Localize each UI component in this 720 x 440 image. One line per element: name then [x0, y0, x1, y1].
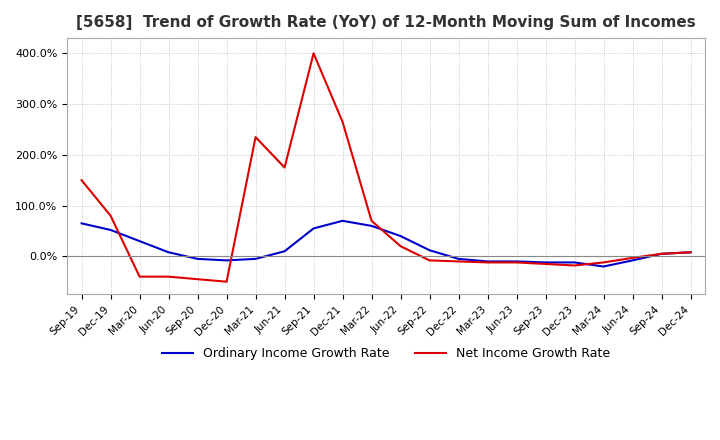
- Title: [5658]  Trend of Growth Rate (YoY) of 12-Month Moving Sum of Incomes: [5658] Trend of Growth Rate (YoY) of 12-…: [76, 15, 696, 30]
- Ordinary Income Growth Rate: [570, 260, 579, 265]
- Ordinary Income Growth Rate: [251, 256, 260, 261]
- Ordinary Income Growth Rate: [396, 233, 405, 238]
- Net Income Growth Rate: [193, 277, 202, 282]
- Ordinary Income Growth Rate: [426, 248, 434, 253]
- Ordinary Income Growth Rate: [135, 238, 144, 244]
- Net Income Growth Rate: [512, 260, 521, 265]
- Net Income Growth Rate: [657, 251, 666, 257]
- Ordinary Income Growth Rate: [367, 223, 376, 228]
- Net Income Growth Rate: [164, 274, 173, 279]
- Legend: Ordinary Income Growth Rate, Net Income Growth Rate: Ordinary Income Growth Rate, Net Income …: [157, 342, 615, 365]
- Ordinary Income Growth Rate: [107, 227, 115, 233]
- Net Income Growth Rate: [367, 218, 376, 224]
- Net Income Growth Rate: [280, 165, 289, 170]
- Net Income Growth Rate: [251, 135, 260, 140]
- Ordinary Income Growth Rate: [454, 256, 463, 261]
- Net Income Growth Rate: [599, 260, 608, 265]
- Ordinary Income Growth Rate: [280, 249, 289, 254]
- Net Income Growth Rate: [309, 51, 318, 56]
- Ordinary Income Growth Rate: [657, 251, 666, 257]
- Net Income Growth Rate: [338, 119, 347, 125]
- Ordinary Income Growth Rate: [599, 264, 608, 269]
- Net Income Growth Rate: [541, 261, 550, 267]
- Ordinary Income Growth Rate: [338, 218, 347, 224]
- Ordinary Income Growth Rate: [309, 226, 318, 231]
- Ordinary Income Growth Rate: [164, 249, 173, 255]
- Ordinary Income Growth Rate: [77, 221, 86, 226]
- Ordinary Income Growth Rate: [541, 260, 550, 265]
- Ordinary Income Growth Rate: [628, 258, 636, 263]
- Net Income Growth Rate: [426, 258, 434, 263]
- Ordinary Income Growth Rate: [686, 249, 695, 255]
- Ordinary Income Growth Rate: [193, 256, 202, 261]
- Ordinary Income Growth Rate: [483, 259, 492, 264]
- Net Income Growth Rate: [686, 249, 695, 255]
- Net Income Growth Rate: [222, 279, 231, 284]
- Net Income Growth Rate: [107, 213, 115, 218]
- Net Income Growth Rate: [570, 263, 579, 268]
- Line: Net Income Growth Rate: Net Income Growth Rate: [81, 53, 690, 282]
- Ordinary Income Growth Rate: [512, 259, 521, 264]
- Net Income Growth Rate: [483, 260, 492, 265]
- Net Income Growth Rate: [77, 178, 86, 183]
- Net Income Growth Rate: [454, 259, 463, 264]
- Line: Ordinary Income Growth Rate: Ordinary Income Growth Rate: [81, 221, 690, 267]
- Net Income Growth Rate: [135, 274, 144, 279]
- Net Income Growth Rate: [628, 255, 636, 260]
- Ordinary Income Growth Rate: [222, 258, 231, 263]
- Net Income Growth Rate: [396, 244, 405, 249]
